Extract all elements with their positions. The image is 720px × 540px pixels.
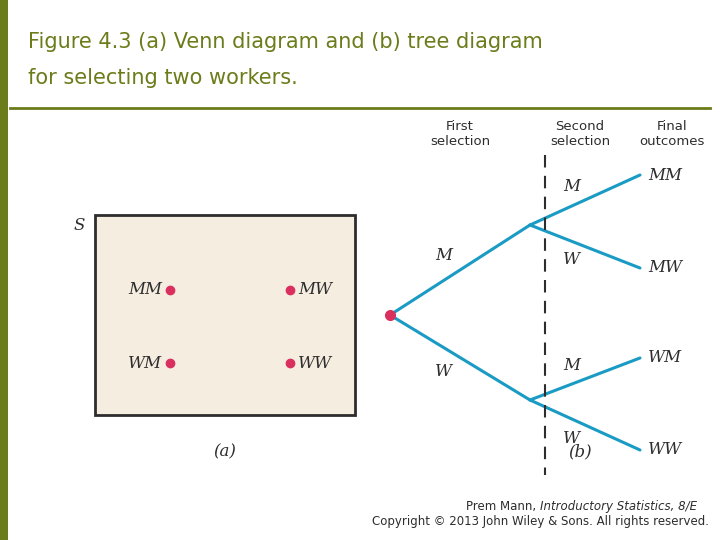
Text: Introductory Statistics, 8/E: Introductory Statistics, 8/E [540, 500, 697, 513]
Text: Final
outcomes: Final outcomes [639, 120, 705, 148]
Text: WM: WM [648, 349, 682, 367]
Text: Second
selection: Second selection [550, 120, 610, 148]
Text: WW: WW [298, 354, 332, 372]
Text: MM: MM [128, 281, 162, 299]
Text: MW: MW [648, 260, 682, 276]
Text: (b): (b) [568, 443, 592, 460]
Text: S: S [73, 217, 85, 234]
Text: First
selection: First selection [430, 120, 490, 148]
Bar [0, 0, 8, 540]
Text: MM: MM [648, 166, 682, 184]
Text: Copyright © 2013 John Wiley & Sons. All rights reserved.: Copyright © 2013 John Wiley & Sons. All … [372, 515, 708, 528]
Text: Figure 4.3 (a) Venn diagram and (b) tree diagram: Figure 4.3 (a) Venn diagram and (b) tree… [28, 32, 543, 52]
Text: M: M [435, 247, 452, 264]
Text: W: W [563, 430, 580, 447]
Text: Prem Mann,: Prem Mann, [466, 500, 540, 513]
Text: WM: WM [128, 354, 162, 372]
Text: (a): (a) [214, 443, 236, 460]
Text: for selecting two workers.: for selecting two workers. [28, 68, 298, 88]
Text: M: M [563, 357, 580, 374]
Text: MW: MW [298, 281, 332, 299]
Text: W: W [435, 363, 452, 381]
Text: WW: WW [648, 442, 683, 458]
Text: M: M [563, 178, 580, 195]
Text: W: W [563, 252, 580, 268]
Bar [95, 215, 355, 415]
